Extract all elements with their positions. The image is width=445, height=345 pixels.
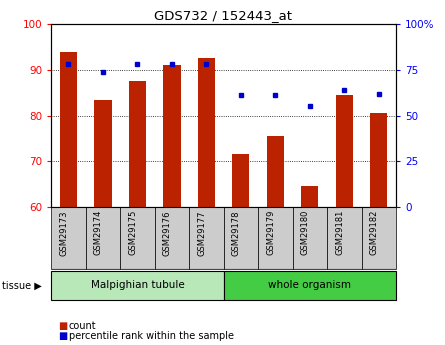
- Text: ■: ■: [58, 332, 67, 341]
- Bar: [301, 186, 319, 207]
- Bar: [336, 95, 353, 207]
- Text: GSM29181: GSM29181: [336, 210, 344, 256]
- Text: GSM29176: GSM29176: [163, 210, 172, 256]
- FancyBboxPatch shape: [327, 207, 362, 269]
- FancyBboxPatch shape: [51, 207, 86, 269]
- Text: tissue ▶: tissue ▶: [2, 280, 42, 290]
- Bar: [232, 155, 250, 207]
- Text: GSM29177: GSM29177: [198, 210, 206, 256]
- FancyBboxPatch shape: [86, 207, 120, 269]
- Text: percentile rank within the sample: percentile rank within the sample: [69, 332, 234, 341]
- Bar: [94, 100, 112, 207]
- Text: GSM29179: GSM29179: [267, 210, 275, 256]
- Text: GSM29180: GSM29180: [301, 210, 310, 256]
- FancyBboxPatch shape: [258, 207, 293, 269]
- Text: GSM29175: GSM29175: [129, 210, 138, 256]
- Bar: [163, 65, 181, 207]
- Text: GSM29173: GSM29173: [60, 210, 69, 256]
- Text: count: count: [69, 321, 97, 331]
- Text: GDS732 / 152443_at: GDS732 / 152443_at: [154, 9, 291, 22]
- Bar: [60, 51, 77, 207]
- Bar: [198, 58, 215, 207]
- FancyBboxPatch shape: [293, 207, 327, 269]
- Text: GSM29182: GSM29182: [370, 210, 379, 256]
- FancyBboxPatch shape: [120, 207, 155, 269]
- FancyBboxPatch shape: [189, 207, 224, 269]
- Bar: [370, 113, 388, 207]
- FancyBboxPatch shape: [362, 207, 396, 269]
- Text: Malpighian tubule: Malpighian tubule: [90, 280, 184, 290]
- Text: GSM29174: GSM29174: [94, 210, 103, 256]
- Text: GSM29178: GSM29178: [232, 210, 241, 256]
- Bar: [267, 136, 284, 207]
- FancyBboxPatch shape: [224, 207, 258, 269]
- FancyBboxPatch shape: [155, 207, 189, 269]
- Bar: [129, 81, 146, 207]
- Text: whole organism: whole organism: [268, 280, 352, 290]
- FancyBboxPatch shape: [224, 271, 396, 300]
- Text: ■: ■: [58, 321, 67, 331]
- FancyBboxPatch shape: [51, 271, 224, 300]
